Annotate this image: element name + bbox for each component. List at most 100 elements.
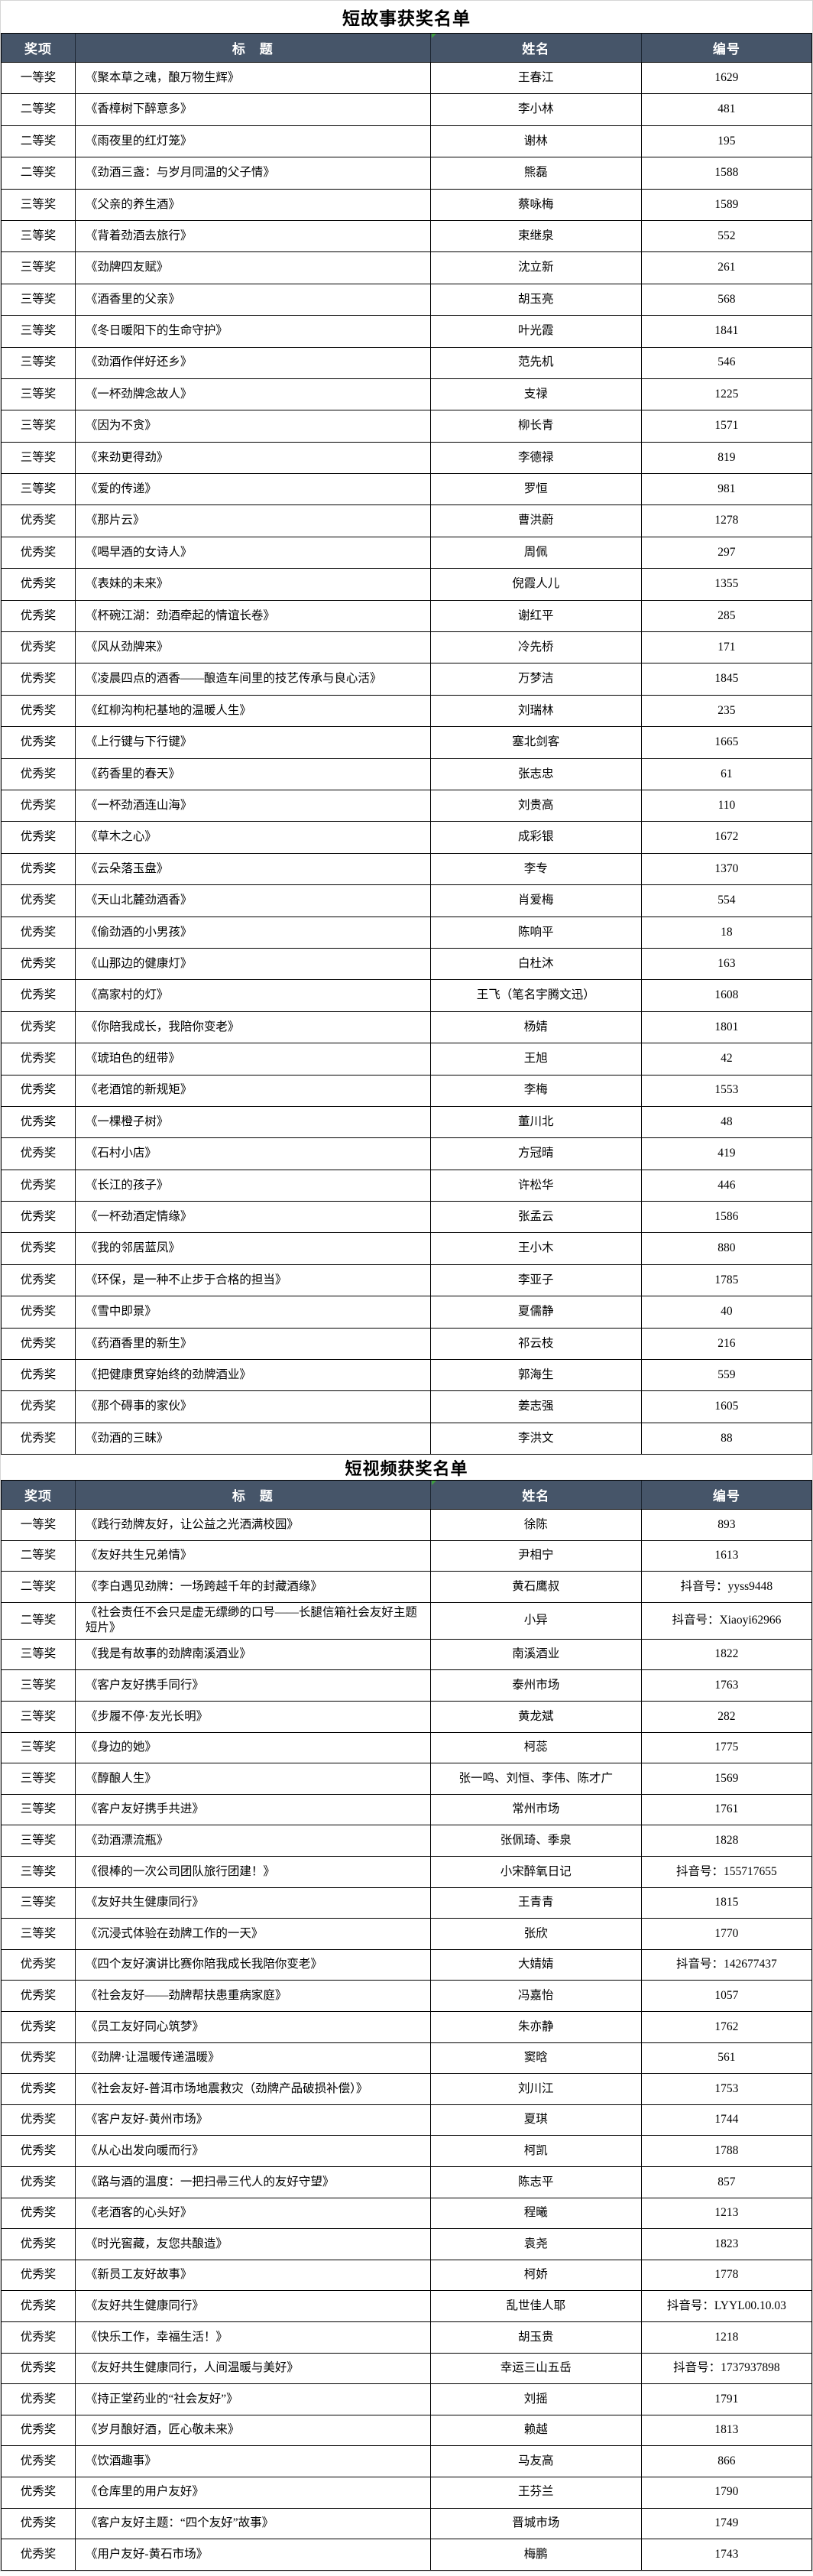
number-cell: 216: [640, 1328, 811, 1360]
table-row: 优秀奖 《云朵落玉盘》 李专 1370: [2, 852, 811, 885]
award-cell: 三等奖: [20, 292, 57, 306]
column-header-name: 姓名: [429, 34, 641, 62]
name-cell: 柯娇: [429, 2260, 641, 2291]
table-row: 优秀奖 《劲酒的三昧》 李洪文 88: [2, 1422, 811, 1455]
name-cell: 张孟云: [429, 1202, 641, 1233]
name-cell: 胡玉亮: [429, 284, 641, 316]
title-cell: 《来劲更得劲》: [74, 442, 430, 474]
name-cell: 王旭: [429, 1043, 641, 1075]
title-cell: 《劲牌·让温暖传递温暖》: [74, 2042, 430, 2074]
award-cell: 优秀奖: [20, 703, 57, 717]
table-row: 优秀奖 《偷劲酒的小男孩》 陈响平 18: [2, 916, 811, 948]
number-cell: 1057: [640, 1981, 811, 2011]
number-cell: 1845: [640, 663, 811, 695]
number-cell: 1225: [640, 378, 811, 410]
table-row: 优秀奖 《社会友好——劲牌帮扶患重病家庭》 冯嘉怡 1057: [2, 1980, 811, 2011]
number-cell: 285: [640, 600, 811, 632]
number-cell: 282: [640, 1702, 811, 1732]
name-cell: 马友高: [429, 2446, 641, 2477]
title-cell: 《劲酒漂流瓶》: [74, 1825, 430, 1857]
table-row: 三等奖 《友好共生健康同行》 王青青 1815: [2, 1887, 811, 1919]
table-row: 优秀奖 《持正堂药业的“社会友好”》 刘摇 1791: [2, 2383, 811, 2415]
number-cell: 1763: [640, 1670, 811, 1702]
number-cell: 1813: [640, 2415, 811, 2446]
award-cell: 优秀奖: [20, 2516, 57, 2530]
number-cell: 1761: [640, 1794, 811, 1825]
name-cell: 王芬兰: [429, 2477, 641, 2508]
number-cell: 235: [640, 695, 811, 727]
name-cell: 陈志平: [429, 2166, 641, 2198]
name-cell: 赖越: [429, 2415, 641, 2446]
number-cell: 110: [640, 790, 811, 822]
name-cell: 王春江: [429, 63, 641, 94]
name-cell: 王飞（笔名宇腾文迅）: [429, 980, 641, 1011]
award-cell: 优秀奖: [20, 1178, 57, 1192]
award-cell: 优秀奖: [20, 2361, 57, 2375]
number-cell: 1588: [640, 157, 811, 189]
number-cell: 抖音号：155717655: [640, 1857, 811, 1887]
name-cell: 张志忠: [429, 758, 641, 790]
table-row: 优秀奖 《友好共生健康同行》 乱世佳人耶 抖音号：LYYL00.10.03: [2, 2290, 811, 2321]
table-row: 三等奖 《很棒的一次公司团队旅行团建！》 小宋醉氧日记 抖音号：155717655: [2, 1856, 811, 1887]
table-row: 优秀奖 《草木之心》 成彩银 1672: [2, 821, 811, 853]
title-cell: 《偷劲酒的小男孩》: [74, 917, 430, 948]
award-cell: 二等奖: [20, 1549, 57, 1562]
award-cell: 优秀奖: [20, 1988, 57, 2002]
award-cell: 优秀奖: [20, 1241, 57, 1255]
award-cell: 优秀奖: [20, 672, 57, 686]
award-cell: 优秀奖: [20, 1020, 57, 1033]
name-cell: 夏儒静: [429, 1296, 641, 1328]
award-cell: 三等奖: [20, 229, 57, 242]
number-cell: 1770: [640, 1919, 811, 1949]
title-cell: 《劲牌四友赋》: [74, 252, 430, 284]
table-row: 三等奖 《父亲的养生酒》 蔡咏梅 1589: [2, 188, 811, 220]
table-row: 优秀奖 《环保，是一种不止步于合格的担当》 李亚子 1785: [2, 1264, 811, 1296]
title-cell: 《云朵落玉盘》: [74, 853, 430, 885]
column-header-award: 奖项: [24, 42, 52, 57]
table-row: 优秀奖 《客户友好主题：“四个友好”故事》 晋城市场 1749: [2, 2507, 811, 2539]
name-cell: 夏琪: [429, 2104, 641, 2136]
award-cell: 优秀奖: [20, 2051, 57, 2065]
number-cell: 1672: [640, 822, 811, 853]
award-cell: 三等奖: [20, 387, 57, 401]
short-video-table-title: 短视频获奖名单: [345, 1458, 468, 1478]
title-cell: 《友好共生兄弟情》: [74, 1540, 430, 1572]
title-cell: 《喝早酒的女诗人》: [74, 537, 430, 569]
name-cell: 张欣: [429, 1919, 641, 1949]
name-cell: 张佩琦、季泉: [429, 1825, 641, 1857]
name-cell: 尹相宁: [429, 1540, 641, 1572]
table-row: 优秀奖 《琥珀色的纽带》 王旭 42: [2, 1043, 811, 1075]
award-cell: 优秀奖: [20, 1305, 57, 1319]
award-cell: 三等奖: [20, 419, 57, 433]
award-cell: 优秀奖: [20, 2237, 57, 2250]
short-story-table-title: 短故事获奖名单: [342, 8, 471, 28]
name-cell: 冯嘉怡: [429, 1981, 641, 2011]
title-cell: 《老酒馆的新规矩》: [74, 1075, 430, 1106]
award-cell: 二等奖: [20, 134, 57, 148]
number-cell: 抖音号：Xiaoyi62966: [640, 1602, 811, 1639]
table-row: 优秀奖 《药酒香里的新生》 祁云枝 216: [2, 1327, 811, 1360]
award-cell: 三等奖: [20, 1709, 57, 1723]
short-story-table: 奖项 标 题 姓名 编号 一等奖 《聚本草之魂，酿万物生辉》 王春江 1629 二等奖《…: [1, 33, 812, 1455]
name-cell: 李小林: [429, 94, 641, 125]
name-cell: 塞北剑客: [429, 727, 641, 758]
name-cell: 熊磊: [429, 157, 641, 189]
name-cell: 罗恒: [429, 474, 641, 505]
name-cell: 窦晗: [429, 2042, 641, 2074]
title-cell: 《社会友好——劲牌帮扶患重病家庭》: [74, 1981, 430, 2011]
title-cell: 《上行键与下行键》: [74, 727, 430, 758]
table-row: 三等奖 《一杯劲牌念故人》 支禄 1225: [2, 378, 811, 410]
table-row: 优秀奖 《从心出发向暖而行》 柯凯 1788: [2, 2135, 811, 2166]
number-cell: 857: [640, 2166, 811, 2198]
number-cell: 1278: [640, 505, 811, 537]
title-cell: 《醇酿人生》: [74, 1763, 430, 1794]
number-cell: 1823: [640, 2229, 811, 2260]
table-row: 优秀奖 《雪中即景》 夏儒静 40: [2, 1296, 811, 1328]
number-cell: 552: [640, 220, 811, 252]
title-cell: 《一杯劲牌念故人》: [74, 378, 430, 410]
title-cell: 《天山北麓劲酒香》: [74, 885, 430, 917]
award-cell: 优秀奖: [20, 2143, 57, 2157]
number-cell: 866: [640, 2446, 811, 2477]
number-cell: 48: [640, 1106, 811, 1138]
award-cell: 优秀奖: [20, 830, 57, 844]
